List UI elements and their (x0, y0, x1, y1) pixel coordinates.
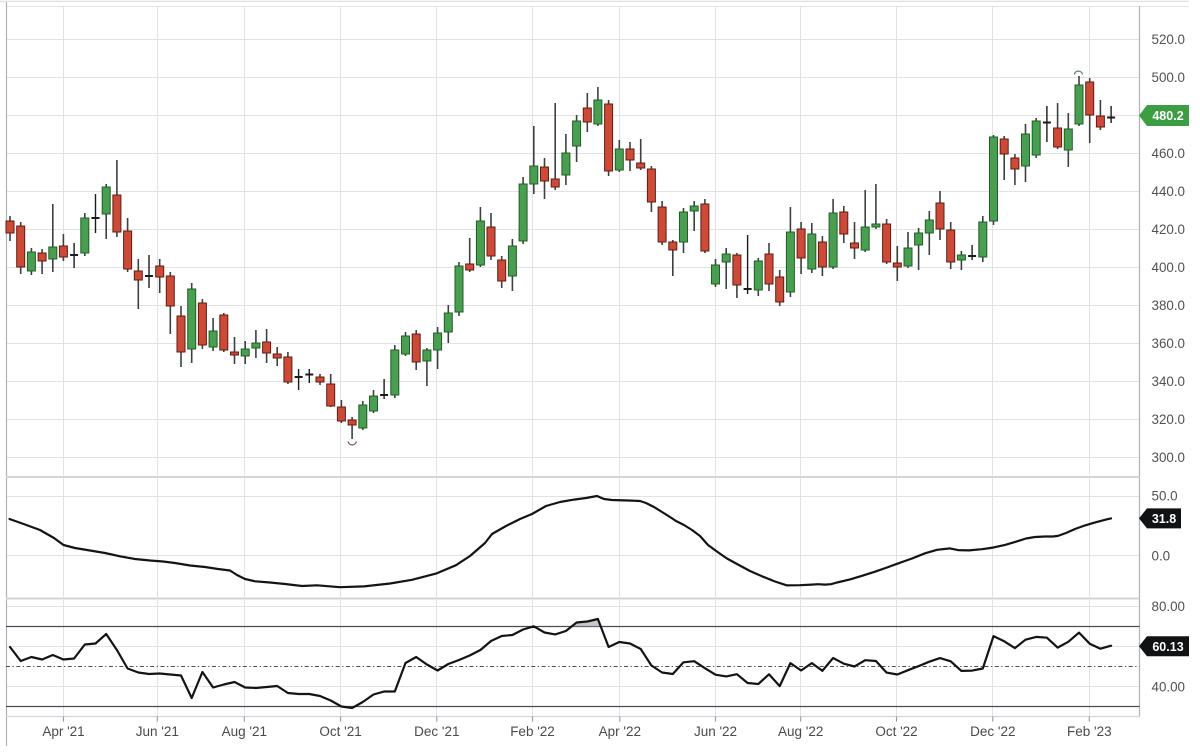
svg-text:40.00: 40.00 (1152, 679, 1186, 694)
svg-text:520.0: 520.0 (1152, 32, 1186, 47)
svg-text:400.0: 400.0 (1152, 260, 1186, 275)
svg-text:80.00: 80.00 (1152, 599, 1186, 614)
svg-text:Aug '21: Aug '21 (222, 724, 267, 739)
svg-text:Jun '22: Jun '22 (694, 724, 737, 739)
svg-text:Dec '21: Dec '21 (414, 724, 459, 739)
svg-text:480.2: 480.2 (1152, 109, 1183, 123)
svg-text:0.0: 0.0 (1152, 548, 1171, 563)
svg-text:Oct '22: Oct '22 (875, 724, 917, 739)
svg-text:Apr '21: Apr '21 (42, 724, 84, 739)
svg-text:420.0: 420.0 (1152, 222, 1186, 237)
svg-text:Jun '21: Jun '21 (136, 724, 179, 739)
svg-text:380.0: 380.0 (1152, 298, 1186, 313)
svg-text:320.0: 320.0 (1152, 412, 1186, 427)
svg-text:Dec '22: Dec '22 (970, 724, 1015, 739)
svg-text:340.0: 340.0 (1152, 374, 1186, 389)
svg-text:500.0: 500.0 (1152, 70, 1186, 85)
svg-text:Feb '22: Feb '22 (510, 724, 555, 739)
svg-text:460.0: 460.0 (1152, 146, 1186, 161)
svg-text:440.0: 440.0 (1152, 184, 1186, 199)
svg-text:Apr '22: Apr '22 (599, 724, 641, 739)
svg-text:Oct '21: Oct '21 (319, 724, 361, 739)
svg-text:360.0: 360.0 (1152, 336, 1186, 351)
svg-text:300.0: 300.0 (1152, 450, 1186, 465)
svg-text:50.0: 50.0 (1152, 489, 1178, 504)
svg-text:Aug '22: Aug '22 (778, 724, 823, 739)
svg-text:Feb '23: Feb '23 (1067, 724, 1112, 739)
svg-text:60.13: 60.13 (1152, 640, 1183, 654)
svg-text:31.8: 31.8 (1152, 512, 1176, 526)
